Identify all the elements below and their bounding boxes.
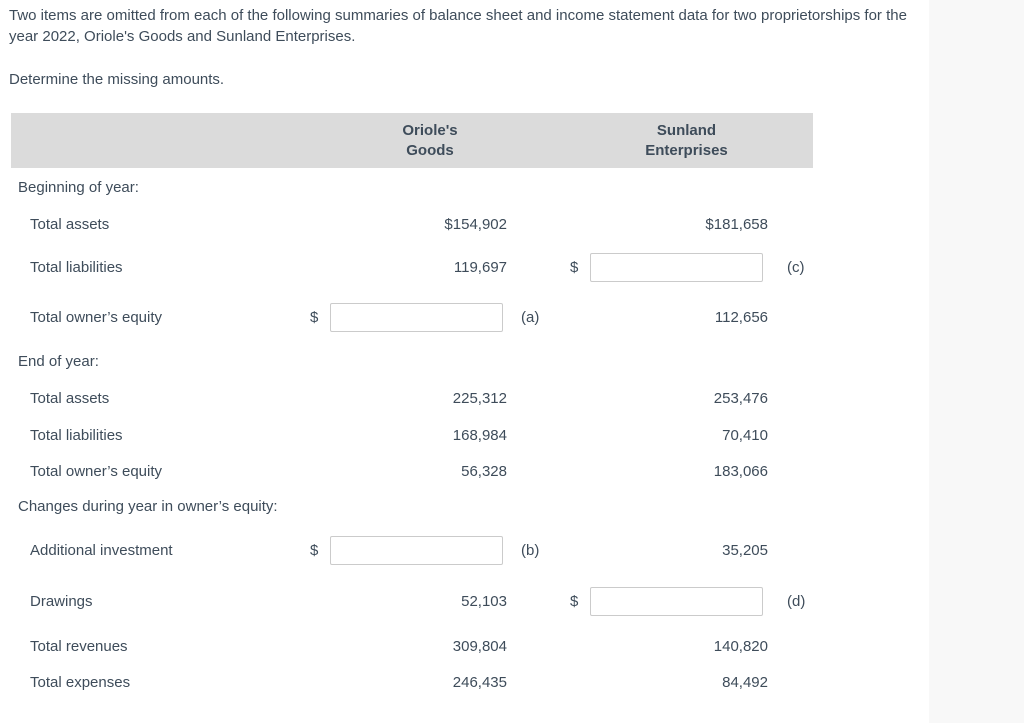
row-label: Total liabilities xyxy=(30,426,123,444)
section-row-changes-during-year: Changes during year in owner’s equity: xyxy=(11,489,813,524)
row-label: Total assets xyxy=(30,215,110,233)
dollar-sign: $ xyxy=(570,258,579,276)
page-gutter xyxy=(929,0,1024,723)
blank-label-b: (b) xyxy=(521,541,540,559)
row-label: Additional investment xyxy=(30,541,173,559)
row-label: Drawings xyxy=(30,593,93,610)
section-label: Changes during year in owner’s equity: xyxy=(18,498,278,515)
amount-input-a[interactable] xyxy=(330,303,503,332)
oriole-total-expenses-value: 246,435 xyxy=(452,674,507,691)
balance-sheet-table: Oriole's Goods Sunland Enterprises Begin… xyxy=(11,113,813,700)
instruction-text: Determine the missing amounts. xyxy=(9,71,225,88)
table-row-total-owners-equity-end: Total owner’s equity 56,328 183,066 xyxy=(11,453,813,489)
sunland-owners-equity-end-value: 183,066 xyxy=(713,462,768,480)
table-row-total-expenses: Total expenses 246,435 84,492 xyxy=(11,665,813,700)
dollar-sign: $ xyxy=(570,593,579,610)
section-label: End of year: xyxy=(18,353,99,370)
table-row-total-liabilities-end: Total liabilities 168,984 70,410 xyxy=(11,417,813,453)
question-text: Two items are omitted from each of the f… xyxy=(9,7,907,45)
table-row-total-revenues: Total revenues 309,804 140,820 xyxy=(11,627,813,665)
section-row-beginning-of-year: Beginning of year: xyxy=(11,168,813,206)
oriole-total-liabilities-value: 119,697 xyxy=(453,258,507,276)
column-header-orioles-goods: Oriole's Goods xyxy=(300,121,560,161)
table-row-drawings: Drawings 52,103 $ (d) xyxy=(11,576,813,627)
oriole-total-revenues-value: 309,804 xyxy=(452,637,507,655)
section-label: Beginning of year: xyxy=(18,178,139,196)
blank-label-a: (a) xyxy=(521,309,540,326)
sunland-input-cell: $ xyxy=(560,242,778,292)
sunland-owners-equity-value: 112,656 xyxy=(714,309,768,326)
blank-label-d: (d) xyxy=(787,593,806,610)
oriole-owners-equity-end-value: 56,328 xyxy=(461,462,507,480)
oriole-total-liabilities-end-value: 168,984 xyxy=(452,426,507,444)
sunland-total-assets-value: $181,658 xyxy=(705,215,768,233)
amount-input-b[interactable] xyxy=(330,535,503,565)
table-row-total-assets-end: Total assets 225,312 253,476 xyxy=(11,380,813,417)
sunland-total-liabilities-end-value: 70,410 xyxy=(722,426,768,444)
oriole-total-assets-value: $154,902 xyxy=(444,215,507,233)
company1-name-line2: Goods xyxy=(406,141,454,159)
table-row-additional-investment: Additional investment $ (b) 35,205 xyxy=(11,524,813,576)
sunland-total-expenses-value: 84,492 xyxy=(722,674,768,691)
oriole-drawings-value: 52,103 xyxy=(461,593,507,610)
table-row-total-owners-equity-beginning: Total owner’s equity $ (a) 112,656 xyxy=(11,292,813,343)
company2-name-line1: Sunland xyxy=(656,121,717,139)
sunland-total-assets-end-value: 253,476 xyxy=(713,390,768,407)
question-content: Two items are omitted from each of the f… xyxy=(9,7,907,700)
dollar-sign: $ xyxy=(310,309,319,326)
row-label: Total liabilities xyxy=(30,258,123,276)
table-row-total-liabilities-beginning: Total liabilities 119,697 $ (c) xyxy=(11,242,813,292)
amount-input-d[interactable] xyxy=(590,587,763,616)
table-row-total-assets-beginning: Total assets $154,902 $181,658 xyxy=(11,206,813,242)
sunland-total-revenues-value: 140,820 xyxy=(713,637,768,655)
section-row-end-of-year: End of year: xyxy=(11,343,813,380)
row-label: Total assets xyxy=(30,390,110,407)
oriole-input-cell: $ xyxy=(300,524,517,576)
company1-name-line1: Oriole's xyxy=(402,121,458,139)
oriole-input-cell: $ xyxy=(300,292,517,343)
row-label: Total revenues xyxy=(30,637,128,655)
amount-input-c[interactable] xyxy=(590,252,763,282)
oriole-total-assets-end-value: 225,312 xyxy=(452,390,507,407)
company2-name-line2: Enterprises xyxy=(645,141,728,159)
row-label: Total owner’s equity xyxy=(30,462,163,480)
column-header-sunland-enterprises: Sunland Enterprises xyxy=(560,121,813,161)
dollar-sign: $ xyxy=(310,541,319,559)
sunland-input-cell: $ xyxy=(560,576,778,627)
row-label: Total expenses xyxy=(30,674,131,691)
row-label: Total owner’s equity xyxy=(30,309,163,326)
table-header-row: Oriole's Goods Sunland Enterprises xyxy=(11,113,813,168)
sunland-additional-investment-value: 35,205 xyxy=(722,541,768,559)
blank-label-c: (c) xyxy=(787,258,805,276)
